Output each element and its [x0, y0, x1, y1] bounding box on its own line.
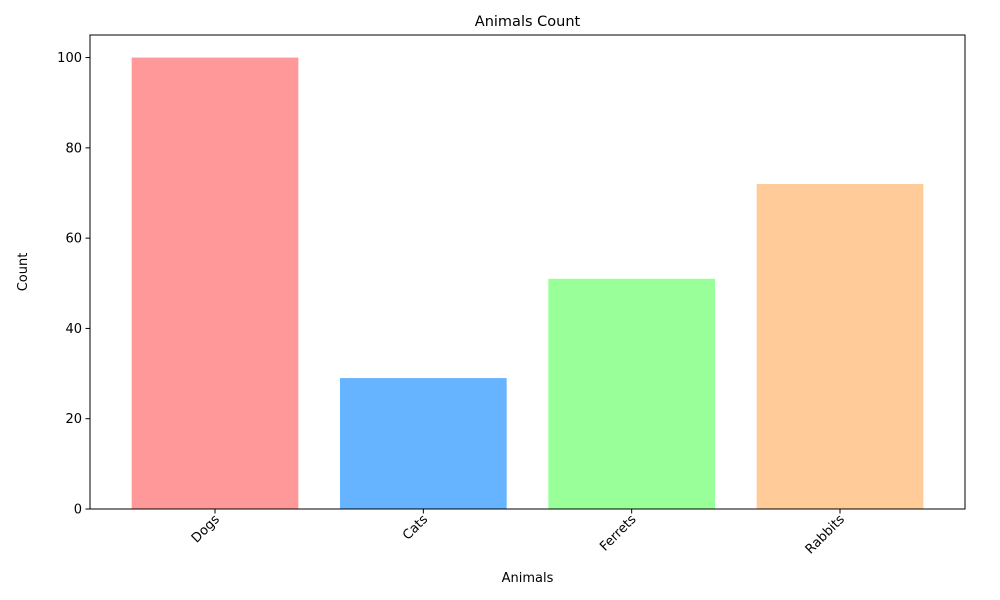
bar-cats: [340, 378, 507, 509]
x-axis-label: Animals: [502, 571, 554, 586]
y-tick-label: 60: [65, 232, 82, 247]
plot-frame: [89, 34, 966, 510]
y-tick-label: 20: [65, 412, 82, 427]
y-axis-label: Count: [16, 253, 31, 292]
y-tick-label: 0: [74, 503, 82, 518]
y-tick-label: 80: [65, 141, 82, 156]
bars-group: [131, 57, 924, 509]
y-axis: 0 20 40 60 80 100: [57, 51, 90, 518]
y-tick-label: 40: [65, 322, 82, 337]
bar-ferrets: [548, 278, 715, 509]
chart-title: Animals Count: [475, 14, 581, 30]
bar-dogs: [131, 57, 299, 509]
bar-rabbits: [756, 183, 924, 509]
y-tick-label: 100: [57, 51, 82, 66]
